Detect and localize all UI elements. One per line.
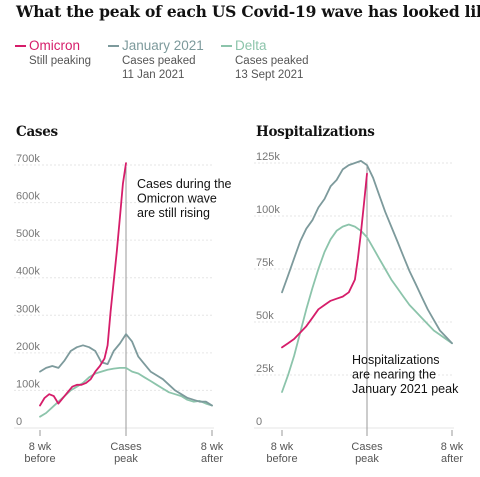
hospitalizations-x-tick-8-wk: 8 wk (271, 441, 294, 453)
hospitalizations-y-tick-125k: 125k (256, 151, 280, 163)
cases-annotation-line-3: are still rising (137, 206, 210, 220)
legend-desc-january-2021-line2: 11 Jan 2021 (122, 69, 185, 81)
cases-x-tick-before: before (24, 453, 55, 465)
cases-x-tick-after: after (201, 453, 223, 465)
cases-y-tick-400k: 400k (16, 266, 40, 278)
cases-y-tick-300k: 300k (16, 303, 40, 315)
legend-swatch-omicron (15, 44, 26, 47)
hospitalizations-annotation-line-2: are nearing the (352, 368, 436, 382)
cases-series-january-2021 (39, 333, 213, 407)
cases-y-tick-500k: 500k (16, 228, 40, 240)
hospitalizations-y-tick-100k: 100k (256, 204, 280, 216)
legend-label-january-2021: January 2021 (122, 38, 204, 53)
cases-y-tick-700k: 700k (16, 153, 40, 165)
hospitalizations-x-tick-before: before (266, 453, 297, 465)
legend-item-delta: Delta Cases peaked 13 Sept 2021 (221, 38, 309, 82)
hospitalizations-series-january-2021 (281, 160, 453, 345)
legend-desc-january-2021-line1: Cases peaked (122, 55, 196, 67)
cases-y-tick-100k: 100k (16, 378, 40, 390)
hospitalizations-y-tick-75k: 75k (256, 257, 274, 269)
hospitalizations-series-delta (281, 223, 453, 393)
legend-swatch-january-2021 (108, 44, 119, 47)
legend-desc-omicron: Still peaking (29, 55, 92, 67)
legend-item-january-2021: January 2021 Cases peaked 11 Jan 2021 (108, 38, 204, 82)
hospitalizations-series-omicron (281, 172, 368, 349)
legend-desc-delta-line1: Cases peaked (235, 55, 309, 67)
panel-title-hospitalizations: Hospitalizations (256, 124, 375, 140)
cases-y-tick-200k: 200k (16, 341, 40, 353)
chart-title: What the peak of each US Covid-19 wave h… (16, 2, 480, 21)
hospitalizations-y-tick-0: 0 (256, 416, 262, 428)
hospitalizations-annotation-line-3: January 2021 peak (352, 382, 459, 396)
hospitalizations-annotation-line-1: Hospitalizations (352, 353, 440, 367)
hospitalizations-y-tick-50k: 50k (256, 310, 274, 322)
hospitalizations-y-tick-25k: 25k (256, 363, 274, 375)
legend-label-omicron: Omicron (29, 38, 81, 53)
legend-label-delta: Delta (235, 38, 267, 53)
hospitalizations-x-tick-cases: Cases (351, 441, 383, 453)
cases-x-tick-cases: Cases (110, 441, 142, 453)
cases-annotation-line-2: Omicron wave (137, 192, 217, 206)
cases-x-tick-8-wk: 8 wk (201, 441, 224, 453)
cases-y-tick-600k: 600k (16, 191, 40, 203)
hospitalizations-x-tick-peak: peak (355, 453, 379, 465)
panel-title-cases: Cases (16, 124, 58, 140)
hospitalizations-x-tick-8-wk: 8 wk (441, 441, 464, 453)
cases-series-omicron (39, 162, 127, 407)
cases-x-tick-peak: peak (114, 453, 138, 465)
hospitalizations-x-tick-after: after (441, 453, 463, 465)
legend-swatch-delta (221, 44, 232, 47)
legend-item-omicron: Omicron Still peaking (15, 38, 91, 68)
cases-x-tick-8-wk: 8 wk (29, 441, 52, 453)
cases-annotation-line-1: Cases during the (137, 177, 232, 191)
legend-desc-delta-line2: 13 Sept 2021 (235, 69, 304, 81)
cases-y-tick-0: 0 (16, 416, 22, 428)
